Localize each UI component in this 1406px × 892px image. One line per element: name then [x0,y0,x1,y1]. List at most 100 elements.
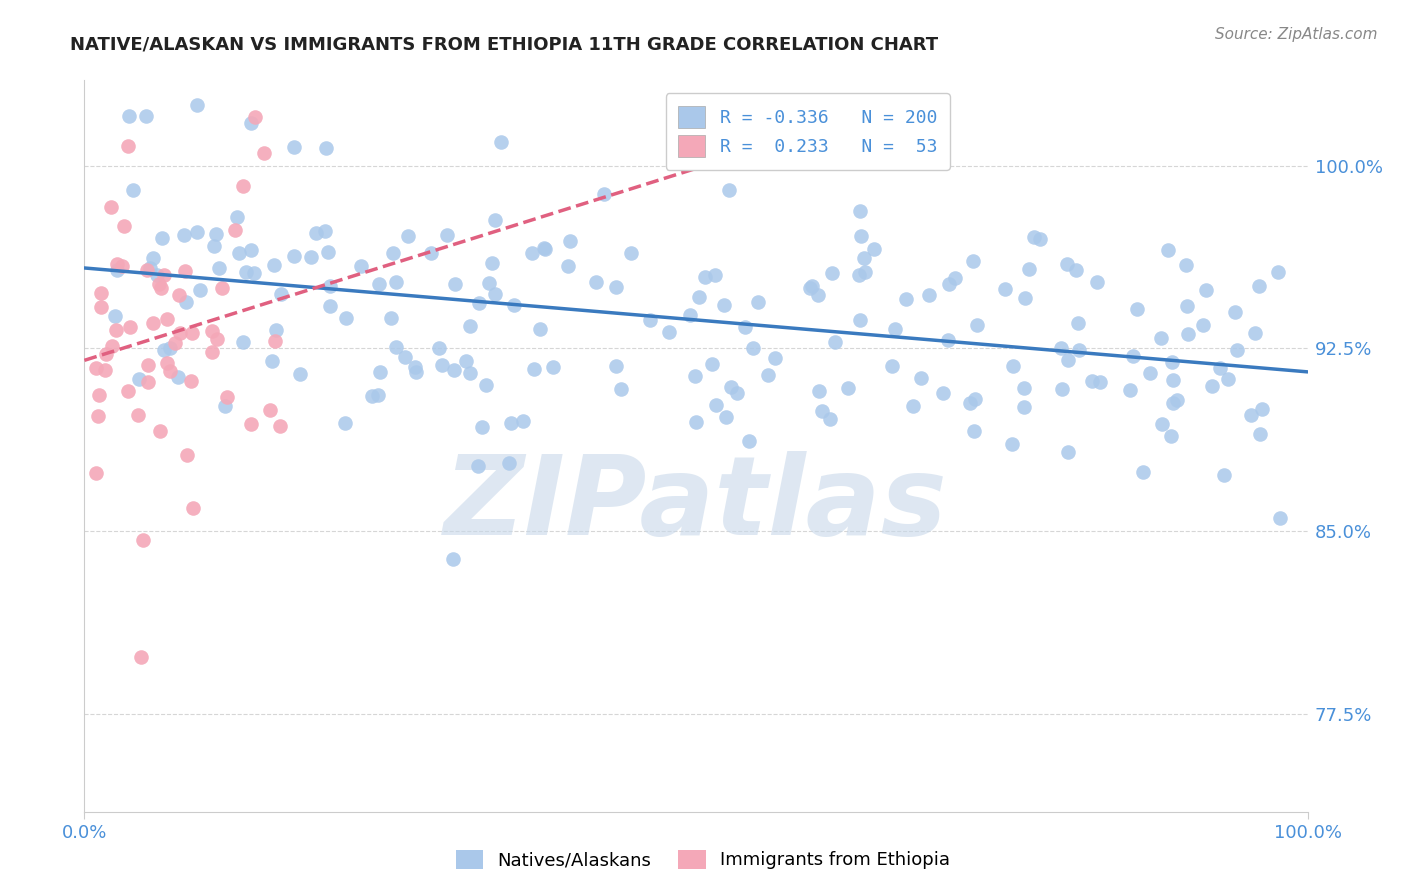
Point [142,317,165,331]
Point [747,295,769,310]
Point [382,246,405,260]
Point [1012,381,1035,395]
Point [319,278,342,293]
Point [100,339,122,353]
Point [163,335,186,350]
Point [529,322,551,336]
Point [176,448,198,462]
Point [994,282,1017,296]
Point [498,456,520,470]
Point [799,281,821,295]
Point [707,107,730,121]
Point [146,268,169,282]
Point [430,358,453,372]
Point [853,265,876,279]
Point [963,392,986,406]
Point [837,381,859,395]
Point [105,263,128,277]
Point [458,366,481,380]
Point [201,345,224,359]
Point [471,419,494,434]
Point [299,250,322,264]
Point [188,283,211,297]
Point [314,224,336,238]
Point [1195,283,1218,297]
Point [350,259,373,273]
Point [224,222,246,236]
Point [484,287,506,301]
Point [1150,417,1173,432]
Point [683,369,706,384]
Point [932,386,955,401]
Point [884,322,907,336]
Point [725,385,748,400]
Point [1250,401,1272,416]
Point [1249,427,1271,442]
Point [90,286,112,301]
Point [167,288,190,302]
Point [122,183,145,197]
Point [444,277,467,292]
Point [467,296,489,310]
Point [131,533,153,547]
Point [169,326,191,340]
Point [706,398,728,412]
Point [181,501,204,516]
Point [821,266,844,280]
Point [1122,350,1144,364]
Point [368,277,391,292]
Point [1014,291,1036,305]
Point [481,256,503,270]
Point [316,244,339,259]
Point [1057,353,1080,368]
Point [620,246,643,260]
Point [380,310,402,325]
Point [585,276,607,290]
Point [523,362,546,376]
Point [1088,375,1111,389]
Point [385,340,408,354]
Point [959,396,981,410]
Point [1166,393,1188,408]
Point [148,277,170,291]
Point [202,239,225,253]
Point [807,287,830,301]
Point [153,268,176,282]
Point [135,109,157,123]
Point [269,419,291,434]
Point [963,425,986,439]
Point [129,649,152,664]
Point [330,0,353,4]
Point [443,362,465,376]
Point [142,251,165,265]
Point [605,359,627,373]
Point [718,183,741,197]
Point [1268,510,1291,524]
Point [186,97,208,112]
Point [240,116,263,130]
Point [104,309,127,323]
Point [714,409,737,424]
Point [335,310,357,325]
Point [1223,305,1246,319]
Point [148,424,170,438]
Point [1175,299,1198,313]
Point [152,231,174,245]
Point [738,434,761,449]
Point [173,227,195,242]
Point [156,311,179,326]
Point [638,313,661,327]
Point [94,346,117,360]
Point [117,138,139,153]
Point [658,325,681,339]
Point [288,367,311,381]
Point [240,417,263,431]
Point [533,241,555,255]
Point [852,251,875,265]
Point [404,360,426,375]
Point [763,351,786,365]
Point [225,210,247,224]
Point [120,319,142,334]
Point [484,213,506,227]
Legend: R = -0.336   N = 200, R =  0.233   N =  53: R = -0.336 N = 200, R = 0.233 N = 53 [665,93,950,169]
